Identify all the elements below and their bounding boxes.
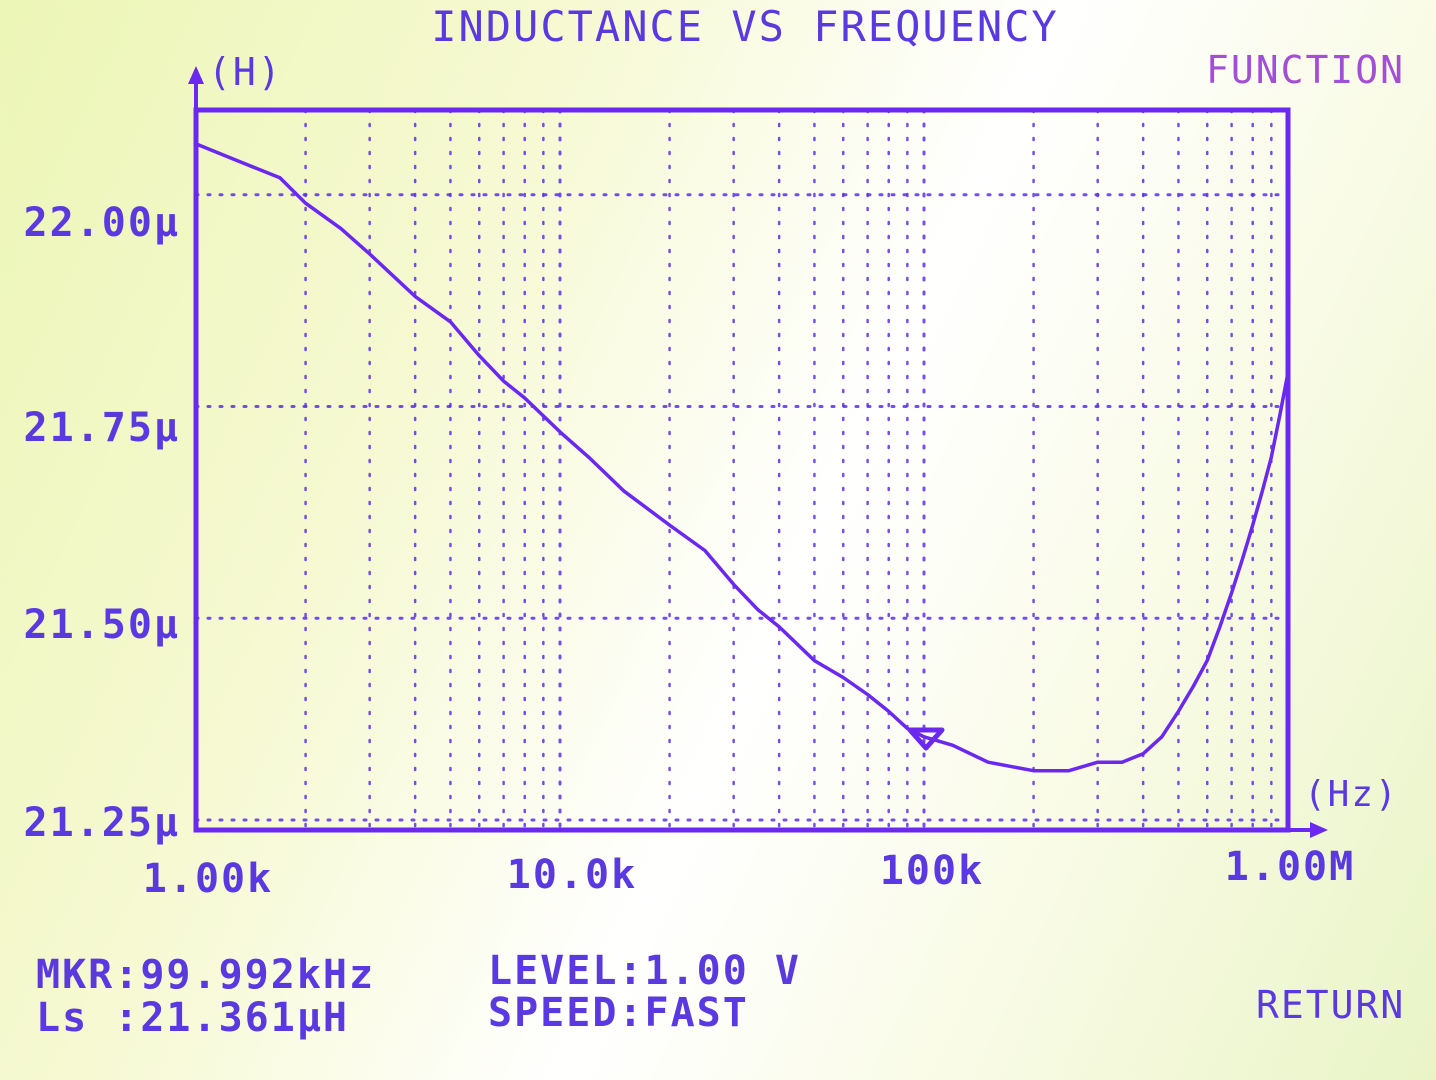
level-readout: LEVEL:1.00 V xyxy=(488,948,801,994)
x-axis-arrowhead xyxy=(1310,822,1328,838)
y-tick-label: 21.25μ xyxy=(23,800,180,846)
return-button[interactable]: RETURN xyxy=(1256,983,1406,1027)
x-tick-label: 1.00M xyxy=(1224,844,1356,890)
marker-triangle-icon xyxy=(907,727,945,751)
y-tick-label: 21.75μ xyxy=(23,405,180,451)
y-tick-label: 21.50μ xyxy=(23,602,180,648)
x-tick-label: 10.0k xyxy=(506,852,638,898)
x-tick-label: 100k xyxy=(879,848,985,894)
plot-frame xyxy=(193,107,1291,833)
function-button[interactable]: FUNCTION xyxy=(1206,48,1406,92)
marker-value-readout: Ls :21.361μH xyxy=(36,995,349,1041)
inductance-trace xyxy=(195,142,1290,773)
y-axis-arrowhead xyxy=(188,66,204,84)
y-axis-unit: (H) xyxy=(208,50,283,94)
x-axis-unit: (Hz) xyxy=(1304,774,1399,815)
speed-readout: SPEED:FAST xyxy=(488,990,749,1036)
chart-title: INDUCTANCE VS FREQUENCY xyxy=(431,2,1059,51)
x-tick-label: 1.00k xyxy=(142,856,274,902)
y-tick-label: 22.00μ xyxy=(23,200,180,246)
marker-frequency-readout: MKR:99.992kHz xyxy=(36,952,376,998)
